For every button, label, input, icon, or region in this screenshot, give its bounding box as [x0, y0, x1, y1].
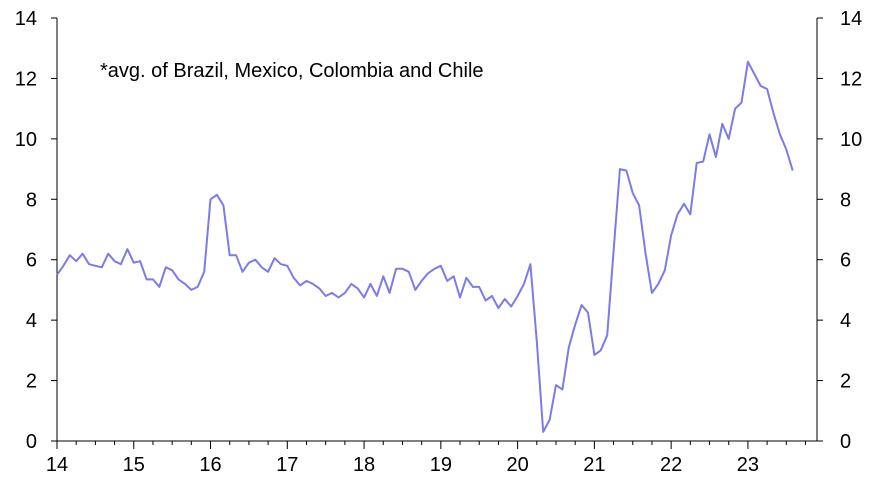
y-tick-label-right: 10 — [840, 129, 862, 151]
plot-area — [56, 60, 794, 433]
x-tick-label: 23 — [737, 454, 759, 476]
series-line — [56, 60, 794, 433]
y-tick-label-right: 12 — [840, 68, 862, 90]
y-tick-label-right: 4 — [840, 310, 851, 332]
y-tick-label-right: 2 — [840, 371, 851, 393]
x-tick-label: 19 — [430, 454, 452, 476]
y-tick-label-left: 0 — [26, 431, 37, 453]
y-tick-label-left: 10 — [15, 129, 37, 151]
y-tick-label-left: 6 — [26, 250, 37, 272]
y-tick-label-right: 6 — [840, 250, 851, 272]
y-tick-label-left: 12 — [15, 68, 37, 90]
y-tick-label-left: 14 — [15, 8, 37, 30]
y-tick-label-left: 4 — [26, 310, 37, 332]
y-tick-label-left: 8 — [26, 189, 37, 211]
x-tick-label: 16 — [199, 454, 221, 476]
y-tick-label-right: 14 — [840, 8, 862, 30]
chart-axes: 0 2 4 6 8 10 12 14 0 2 4 6 8 10 12 14 14 15 16 17 18 19 20 21 22… — [15, 8, 863, 476]
x-tick-label: 14 — [46, 454, 68, 476]
x-tick-label: 22 — [660, 454, 682, 476]
x-tick-label: 21 — [583, 454, 605, 476]
y-tick-label-right: 0 — [840, 431, 851, 453]
x-tick-label: 17 — [276, 454, 298, 476]
chart-annotation: *avg. of Brazil, Mexico, Colombia and Ch… — [100, 60, 484, 82]
x-tick-label: 20 — [506, 454, 528, 476]
x-tick-label: 15 — [123, 454, 145, 476]
x-tick-label: 18 — [353, 454, 375, 476]
y-tick-label-left: 2 — [26, 371, 37, 393]
y-tick-label-right: 8 — [840, 189, 851, 211]
